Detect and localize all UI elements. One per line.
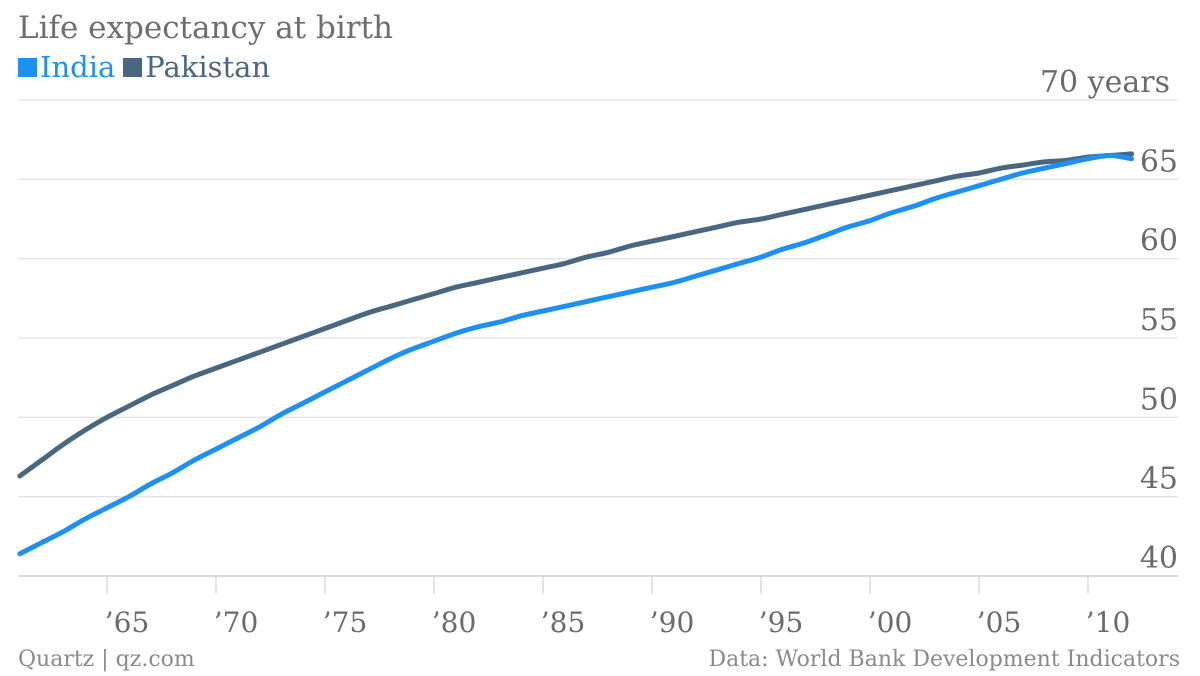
series-line-india	[17, 153, 1135, 557]
legend-item-pakistan: Pakistan	[123, 50, 270, 84]
x-tick-label: ’95	[759, 606, 804, 639]
legend-item-india: India	[18, 50, 115, 84]
y-tick-label: 60	[1140, 224, 1178, 259]
y-tick-label: 45	[1140, 462, 1178, 497]
x-tick-label: ’75	[323, 606, 368, 639]
x-tick-label: ’70	[214, 606, 259, 639]
x-tick-label: ’10	[1086, 606, 1131, 639]
series-line-pakistan	[17, 151, 1135, 479]
y-unit-label: 70 years	[1040, 65, 1170, 100]
y-tick-label: 65	[1140, 144, 1178, 179]
y-tick-label: 50	[1140, 382, 1178, 417]
x-tick-label: ’05	[977, 606, 1022, 639]
x-tick-label: ’80	[432, 606, 477, 639]
y-tick-label: 40	[1140, 541, 1178, 576]
legend-swatch-pakistan	[123, 57, 143, 77]
footer-credit: Quartz | qz.com	[18, 647, 195, 672]
chart-title: Life expectancy at birth	[18, 10, 393, 46]
x-tick-label: ’00	[868, 606, 913, 639]
y-tick-label: 55	[1140, 303, 1178, 338]
legend-label-india: India	[40, 50, 116, 84]
legend-swatch-india	[18, 57, 37, 77]
x-tick-label: ’65	[105, 606, 150, 639]
legend-label-pakistan: Pakistan	[145, 50, 271, 84]
legend: India Pakistan	[18, 50, 278, 84]
footer-source: Data: World Bank Development Indicators	[708, 647, 1180, 672]
x-tick-label: ’85	[541, 606, 586, 639]
x-tick-label: ’90	[650, 606, 695, 639]
